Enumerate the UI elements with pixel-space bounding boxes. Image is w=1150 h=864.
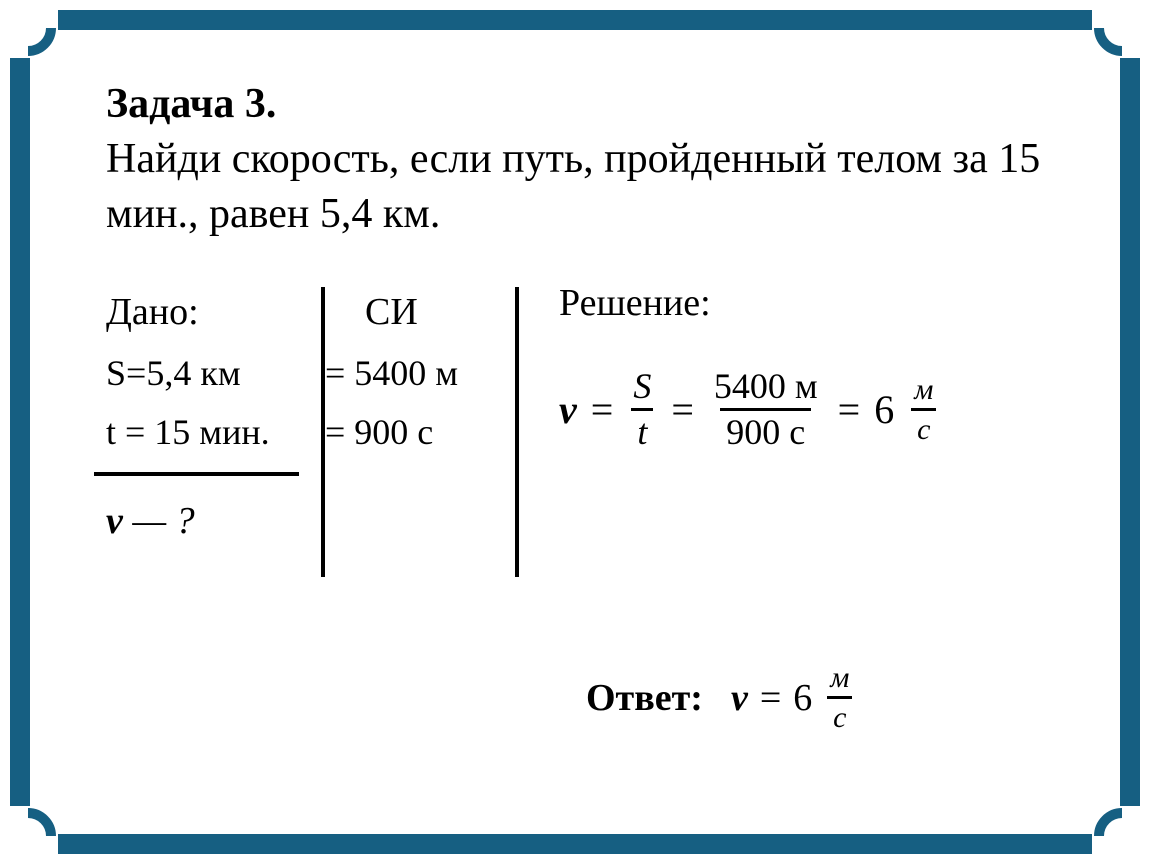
fraction: 5400 м 900 с [708, 367, 824, 453]
fraction-denominator: t [631, 408, 653, 453]
work-area: Дано: S=5,4 км t = 15 мин. v — ? СИ = 54… [106, 281, 1060, 577]
card-frame: Задача 3. Найди скорость, если путь, про… [10, 10, 1140, 854]
solution-header: Решение: [559, 281, 1060, 325]
content-area: Задача 3. Найди скорость, если путь, про… [106, 80, 1060, 804]
fraction-denominator: 900 с [720, 408, 811, 453]
problem-title: Задача 3. [106, 80, 1060, 128]
given-header: Дано: [106, 281, 321, 344]
variable-v: v [731, 676, 748, 720]
si-line: = 900 с [325, 403, 515, 462]
fraction-numerator: 5400 м [708, 367, 824, 409]
problem-text: Найди скорость, если путь, пройденный те… [106, 132, 1060, 243]
given-line: t = 15 мин. [106, 403, 321, 462]
unit-fraction: м с [824, 661, 855, 734]
answer-expression: v = 6 м с [731, 661, 855, 734]
answer-label: Ответ: [586, 676, 703, 720]
fraction: S t [627, 367, 657, 453]
fraction-numerator: S [627, 367, 657, 409]
variable-v: v [559, 386, 577, 433]
answer-coefficient: 6 [793, 676, 812, 720]
equals-sign: = [838, 386, 861, 433]
equals-sign: = [760, 676, 781, 720]
unit-denominator: с [911, 408, 936, 446]
find-suffix: — ? [123, 500, 195, 542]
si-header: СИ [325, 281, 515, 344]
unit-fraction: м с [908, 373, 939, 446]
unit-numerator: м [824, 661, 855, 696]
equals-sign: = [591, 386, 614, 433]
find-line: v — ? [106, 490, 321, 553]
equals-sign: = [671, 386, 694, 433]
result-coefficient: 6 [874, 386, 894, 433]
si-line: = 5400 м [325, 344, 515, 403]
variable-v: v [106, 500, 123, 542]
answer-row: Ответ: v = 6 м с [586, 661, 855, 734]
divider-horizontal [94, 472, 299, 476]
unit-numerator: м [908, 373, 939, 408]
formula: v = S t = 5400 м 900 с = 6 м с [559, 367, 1060, 453]
given-column: Дано: S=5,4 км t = 15 мин. v — ? [106, 281, 321, 553]
si-column: СИ = 5400 м = 900 с [325, 281, 515, 462]
given-line: S=5,4 км [106, 344, 321, 403]
corner-notch [0, 0, 56, 56]
unit-denominator: с [827, 696, 852, 734]
solution-column: Решение: v = S t = 5400 м 900 с = 6 [519, 281, 1060, 453]
